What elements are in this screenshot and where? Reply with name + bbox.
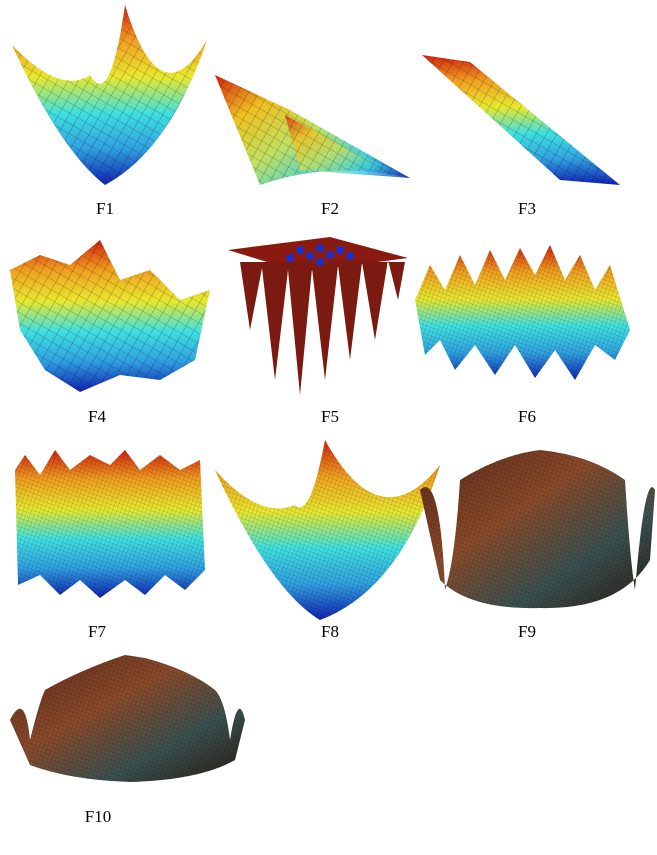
panel-label: F3 bbox=[518, 199, 536, 218]
surface-plot bbox=[215, 75, 410, 185]
panel-label: F6 bbox=[518, 407, 536, 426]
panel-label: F9 bbox=[518, 622, 536, 641]
panel-label: F10 bbox=[85, 807, 111, 826]
surface-plot bbox=[12, 5, 207, 185]
surface-plot bbox=[15, 450, 205, 598]
surface-plot bbox=[10, 240, 210, 392]
surface-plot bbox=[228, 237, 408, 395]
figure: F1 F2 F3 F4 F5 F6 F7 F8 F9 F10 bbox=[0, 0, 657, 855]
panel-label: F7 bbox=[88, 622, 106, 641]
surface-plot bbox=[10, 655, 245, 782]
surface-plot bbox=[215, 440, 440, 620]
surface-plot bbox=[415, 245, 630, 380]
panel-label: F2 bbox=[321, 199, 339, 218]
panel-label: F1 bbox=[96, 199, 114, 218]
panel-label: F4 bbox=[88, 407, 106, 426]
page: {"panels": [ {"label": "F1"}, {"label": … bbox=[0, 0, 657, 855]
panel-label: F5 bbox=[321, 407, 339, 426]
surface-plot bbox=[420, 450, 655, 608]
panel-label: F8 bbox=[321, 622, 339, 641]
surface-plot bbox=[422, 55, 620, 185]
